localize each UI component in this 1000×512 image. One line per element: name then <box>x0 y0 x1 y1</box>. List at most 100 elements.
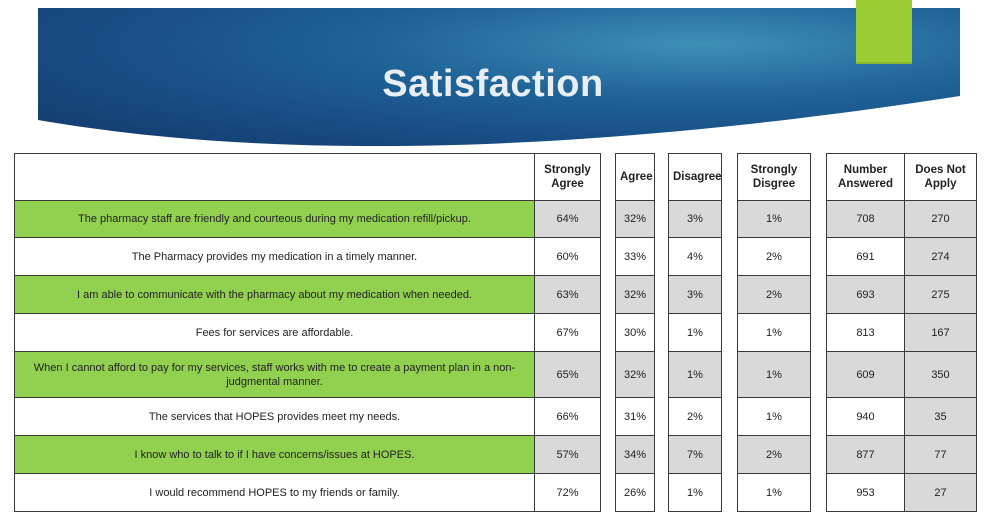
page-title: Satisfaction <box>382 63 604 105</box>
header-number-answered: Number Answered <box>826 153 905 201</box>
statement-cell: I would recommend HOPES to my friends or… <box>14 473 535 512</box>
table-row: 1% <box>737 473 811 512</box>
table-row: 693 275 <box>826 275 977 314</box>
number-answered-cell: 693 <box>826 275 905 314</box>
disagree-cell: 3% <box>668 275 722 314</box>
header-does-not-apply: Does Not Apply <box>904 153 977 201</box>
table-row: 4% <box>668 237 722 276</box>
number-answered-cell: 940 <box>826 397 905 436</box>
table-row: Fees for services are affordable. 67% <box>14 313 601 352</box>
header-strongly-disagree: Strongly Disgree <box>737 153 811 201</box>
strongly-agree-cell: 64% <box>534 200 601 238</box>
statement-cell: When I cannot afford to pay for my servi… <box>14 351 535 398</box>
table-row: 1% <box>668 473 722 512</box>
table-row: 1% <box>737 313 811 352</box>
header-strongly-agree: Strongly Agree <box>534 153 601 201</box>
statement-cell: The Pharmacy provides my medication in a… <box>14 237 535 276</box>
number-answered-cell: 813 <box>826 313 905 352</box>
table-row: 877 77 <box>826 435 977 474</box>
does-not-apply-cell: 35 <box>904 397 977 436</box>
table-row: 32% <box>615 200 655 238</box>
number-answered-cell: 609 <box>826 351 905 398</box>
table-row: I would recommend HOPES to my friends or… <box>14 473 601 512</box>
agree-cell: 31% <box>615 397 655 436</box>
table-row: 2% <box>737 275 811 314</box>
strongly-disagree-cell: 1% <box>737 313 811 352</box>
number-answered-cell: 953 <box>826 473 905 512</box>
statement-cell: The services that HOPES provides meet my… <box>14 397 535 436</box>
agree-cell: 30% <box>615 313 655 352</box>
agree-cell: 33% <box>615 237 655 276</box>
strongly-disagree-cell: 1% <box>737 473 811 512</box>
number-answered-cell: 877 <box>826 435 905 474</box>
statement-cell: The pharmacy staff are friendly and cour… <box>14 200 535 238</box>
table-row: I know who to talk to if I have concerns… <box>14 435 601 474</box>
table-row: The Pharmacy provides my medication in a… <box>14 237 601 276</box>
table-row: 7% <box>668 435 722 474</box>
strongly-agree-cell: 67% <box>534 313 601 352</box>
does-not-apply-cell: 270 <box>904 200 977 238</box>
table-row: 953 27 <box>826 473 977 512</box>
strongly-agree-cell: 57% <box>534 435 601 474</box>
table-row: 940 35 <box>826 397 977 436</box>
strongly-disagree-cell: 1% <box>737 351 811 398</box>
table-row: 3% <box>668 200 722 238</box>
agree-cell: 32% <box>615 275 655 314</box>
strongly-disagree-cell: 2% <box>737 237 811 276</box>
table-row: 1% <box>737 200 811 238</box>
number-answered-cell: 708 <box>826 200 905 238</box>
does-not-apply-cell: 167 <box>904 313 977 352</box>
table-row: When I cannot afford to pay for my servi… <box>14 351 601 398</box>
table-row: 2% <box>737 435 811 474</box>
table-row: 3% <box>668 275 722 314</box>
table-row: The pharmacy staff are friendly and cour… <box>14 200 601 238</box>
table-block-disagree: Disagree 3% 4% 3% 1% 1% 2% 7% 1% <box>668 153 722 512</box>
table-row: The services that HOPES provides meet my… <box>14 397 601 436</box>
table-row: 813 167 <box>826 313 977 352</box>
table-row: 1% <box>668 313 722 352</box>
disagree-cell: 3% <box>668 200 722 238</box>
strongly-disagree-cell: 2% <box>737 435 811 474</box>
disagree-cell: 1% <box>668 473 722 512</box>
table-block-counts: Number Answered Does Not Apply 708 270 691… <box>826 153 977 512</box>
table-block-agree: Agree 32% 33% 32% 30% 32% 31% 34% 26% <box>615 153 655 512</box>
table-row: 30% <box>615 313 655 352</box>
strongly-agree-cell: 72% <box>534 473 601 512</box>
table-row: 34% <box>615 435 655 474</box>
table-row: 1% <box>737 397 811 436</box>
accent-square <box>856 0 912 64</box>
does-not-apply-cell: 27 <box>904 473 977 512</box>
agree-cell: 32% <box>615 200 655 238</box>
strongly-agree-cell: 65% <box>534 351 601 398</box>
table-row: 2% <box>737 237 811 276</box>
header-disagree: Disagree <box>668 153 722 201</box>
strongly-disagree-cell: 2% <box>737 275 811 314</box>
table-row: I am able to communicate with the pharma… <box>14 275 601 314</box>
table-block-statements: Strongly Agree The pharmacy staff are fr… <box>14 153 601 512</box>
strongly-agree-cell: 66% <box>534 397 601 436</box>
statement-cell: I know who to talk to if I have concerns… <box>14 435 535 474</box>
strongly-agree-cell: 60% <box>534 237 601 276</box>
agree-cell: 26% <box>615 473 655 512</box>
strongly-disagree-cell: 1% <box>737 397 811 436</box>
table-row: 1% <box>668 351 722 398</box>
table-row: 2% <box>668 397 722 436</box>
header-statement <box>14 153 535 201</box>
table-row: 26% <box>615 473 655 512</box>
table-row: 33% <box>615 237 655 276</box>
disagree-cell: 2% <box>668 397 722 436</box>
agree-cell: 34% <box>615 435 655 474</box>
disagree-cell: 1% <box>668 313 722 352</box>
banner-wave <box>38 96 960 153</box>
disagree-cell: 7% <box>668 435 722 474</box>
strongly-disagree-cell: 1% <box>737 200 811 238</box>
disagree-cell: 4% <box>668 237 722 276</box>
statement-cell: I am able to communicate with the pharma… <box>14 275 535 314</box>
header-agree: Agree <box>615 153 655 201</box>
table-row: 609 350 <box>826 351 977 398</box>
table-row: 31% <box>615 397 655 436</box>
table-row: 1% <box>737 351 811 398</box>
table-block-strongly-disagree: Strongly Disgree 1% 2% 2% 1% 1% 1% 2% 1% <box>737 153 811 512</box>
strongly-agree-cell: 63% <box>534 275 601 314</box>
disagree-cell: 1% <box>668 351 722 398</box>
